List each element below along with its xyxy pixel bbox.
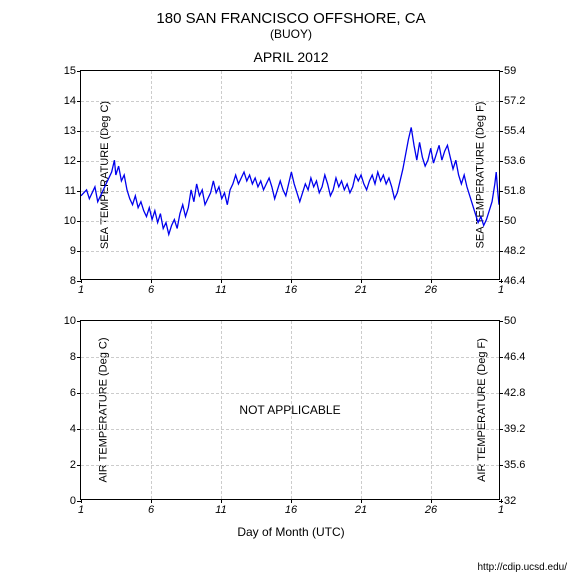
y-left-tick-label: 12 (64, 155, 76, 167)
y-right-tick-label: 35.6 (504, 459, 525, 471)
x-tick-label: 21 (355, 284, 367, 296)
y-left-tick-label: 13 (64, 125, 76, 137)
y-right-tick-label: 42.8 (504, 387, 525, 399)
y-right-tick-label: 48.2 (504, 245, 525, 257)
y-right-tick-label: 50 (504, 315, 516, 327)
y-right-tick-label: 46.4 (504, 351, 525, 363)
y-left-tick-label: 8 (70, 351, 76, 363)
y-left-tick-label: 15 (64, 65, 76, 77)
y-right-tick-label: 39.2 (504, 423, 525, 435)
x-tick-label: 6 (148, 504, 154, 516)
sea-temp-chart: SEA TEMPERATURE (Deg C) SEA TEMPERATURE … (80, 70, 500, 280)
x-axis-label: Day of Month (UTC) (237, 525, 344, 539)
x-tick-label: 16 (285, 504, 297, 516)
x-tick-label: 21 (355, 504, 367, 516)
x-tick-label: 11 (215, 284, 226, 296)
y-left-tick-label: 11 (65, 185, 76, 197)
chart-title: 180 SAN FRANCISCO OFFSHORE, CA (0, 0, 582, 27)
x-tick-label: 1 (78, 284, 84, 296)
y-right-tick-label: 51.8 (504, 185, 525, 197)
x-tick-label: 6 (148, 284, 154, 296)
x-tick-label: 26 (425, 284, 437, 296)
sea-temp-line (81, 71, 499, 279)
y-left-tick-label: 10 (64, 315, 76, 327)
y-left-tick-label: 14 (64, 95, 76, 107)
y-right-tick-label: 46.4 (504, 275, 525, 287)
y-right-tick-label: 50 (504, 215, 516, 227)
y-left-tick-label: 4 (70, 423, 76, 435)
chart-subtitle: (BUOY) (0, 27, 582, 41)
y-right-tick-label: 55.4 (504, 125, 525, 137)
air-temp-y-right-label: AIR TEMPERATURE (Deg F) (476, 338, 488, 482)
x-tick-label: 1 (78, 504, 84, 516)
y-left-tick-label: 2 (70, 459, 76, 471)
y-left-tick-label: 8 (70, 275, 76, 287)
y-right-tick-label: 57.2 (504, 95, 525, 107)
x-tick-label: 26 (425, 504, 437, 516)
y-left-tick-label: 0 (70, 495, 76, 507)
chart-date: APRIL 2012 (0, 49, 582, 65)
y-right-tick-label: 53.6 (504, 155, 525, 167)
y-left-tick-label: 10 (64, 215, 76, 227)
y-left-tick-label: 6 (70, 387, 76, 399)
not-applicable-text: NOT APPLICABLE (239, 403, 340, 417)
y-left-tick-label: 9 (70, 245, 76, 257)
y-right-tick-label: 59 (504, 65, 516, 77)
x-tick-label: 16 (285, 284, 297, 296)
air-temp-chart: AIR TEMPERATURE (Deg C) AIR TEMPERATURE … (80, 320, 500, 500)
credit-url: http://cdip.ucsd.edu/ (477, 562, 567, 573)
x-tick-label: 11 (215, 504, 226, 516)
y-right-tick-label: 32 (504, 495, 516, 507)
air-temp-y-left-label: AIR TEMPERATURE (Deg C) (98, 337, 110, 482)
